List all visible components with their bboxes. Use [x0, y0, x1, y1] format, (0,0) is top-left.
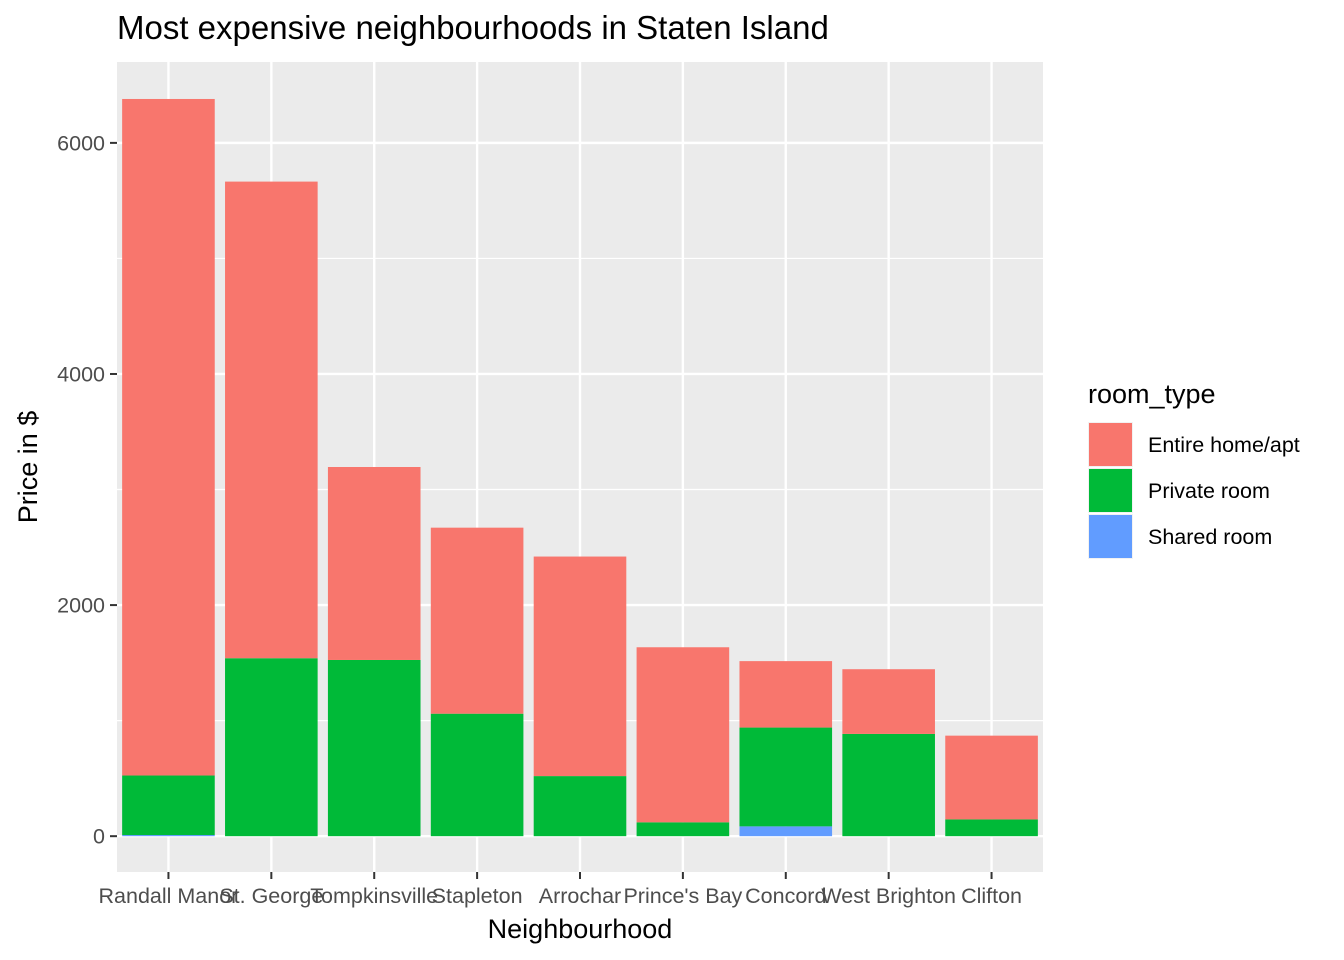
y-axis: 0 2000 4000 6000 — [57, 131, 117, 849]
y-tick-label: 6000 — [57, 131, 105, 155]
x-tick-label: Randall Manor — [99, 884, 239, 908]
legend-label: Private room — [1148, 479, 1270, 503]
x-tick-label: Prince's Bay — [623, 884, 742, 908]
bar-segment — [225, 181, 318, 659]
bar-segment — [945, 735, 1038, 820]
legend-swatch — [1089, 469, 1132, 512]
legend-label: Shared room — [1148, 525, 1272, 549]
bar-segment — [122, 98, 215, 776]
bar-segment — [842, 733, 935, 837]
bar-segment — [945, 819, 1038, 837]
y-tick-label: 0 — [93, 825, 105, 849]
x-tick-label: Tompkinsville — [310, 884, 438, 908]
y-tick-label: 2000 — [57, 594, 105, 618]
y-tick-label: 4000 — [57, 362, 105, 386]
y-axis-title: Price in $ — [13, 411, 43, 524]
legend: room_type Entire home/apt Private room Sha… — [1088, 379, 1300, 559]
bar-segment — [122, 835, 215, 837]
x-tick-label: Concord — [745, 884, 826, 908]
bar-segment — [739, 826, 833, 837]
legend-swatch — [1089, 515, 1132, 558]
bar-segment — [842, 669, 935, 734]
bar-segment — [739, 661, 833, 728]
bar-segment — [225, 658, 318, 837]
legend-swatch — [1089, 423, 1132, 466]
bar-segment — [636, 822, 730, 837]
bar-segment — [739, 727, 833, 827]
bar-segment — [430, 713, 524, 837]
x-tick-label: Arrochar — [539, 884, 621, 908]
bar-segment — [122, 775, 215, 836]
bar-segment — [533, 556, 627, 777]
x-axis-title: Neighbourhood — [488, 914, 673, 944]
chart-title: Most expensive neighbourhoods in Staten … — [117, 9, 829, 46]
x-tick-label: Clifton — [961, 884, 1022, 908]
bar-segment — [636, 647, 730, 823]
bar-segment — [327, 659, 421, 837]
x-tick-label: Stapleton — [432, 884, 523, 908]
bars — [122, 98, 1038, 837]
x-tick-label: West Brighton — [821, 884, 956, 908]
legend-label: Entire home/apt — [1148, 433, 1300, 457]
bar-segment — [533, 776, 627, 837]
bar-segment — [327, 467, 421, 660]
bar-segment — [430, 527, 524, 714]
legend-title: room_type — [1088, 379, 1216, 409]
x-tick-label: St. George — [219, 884, 323, 908]
